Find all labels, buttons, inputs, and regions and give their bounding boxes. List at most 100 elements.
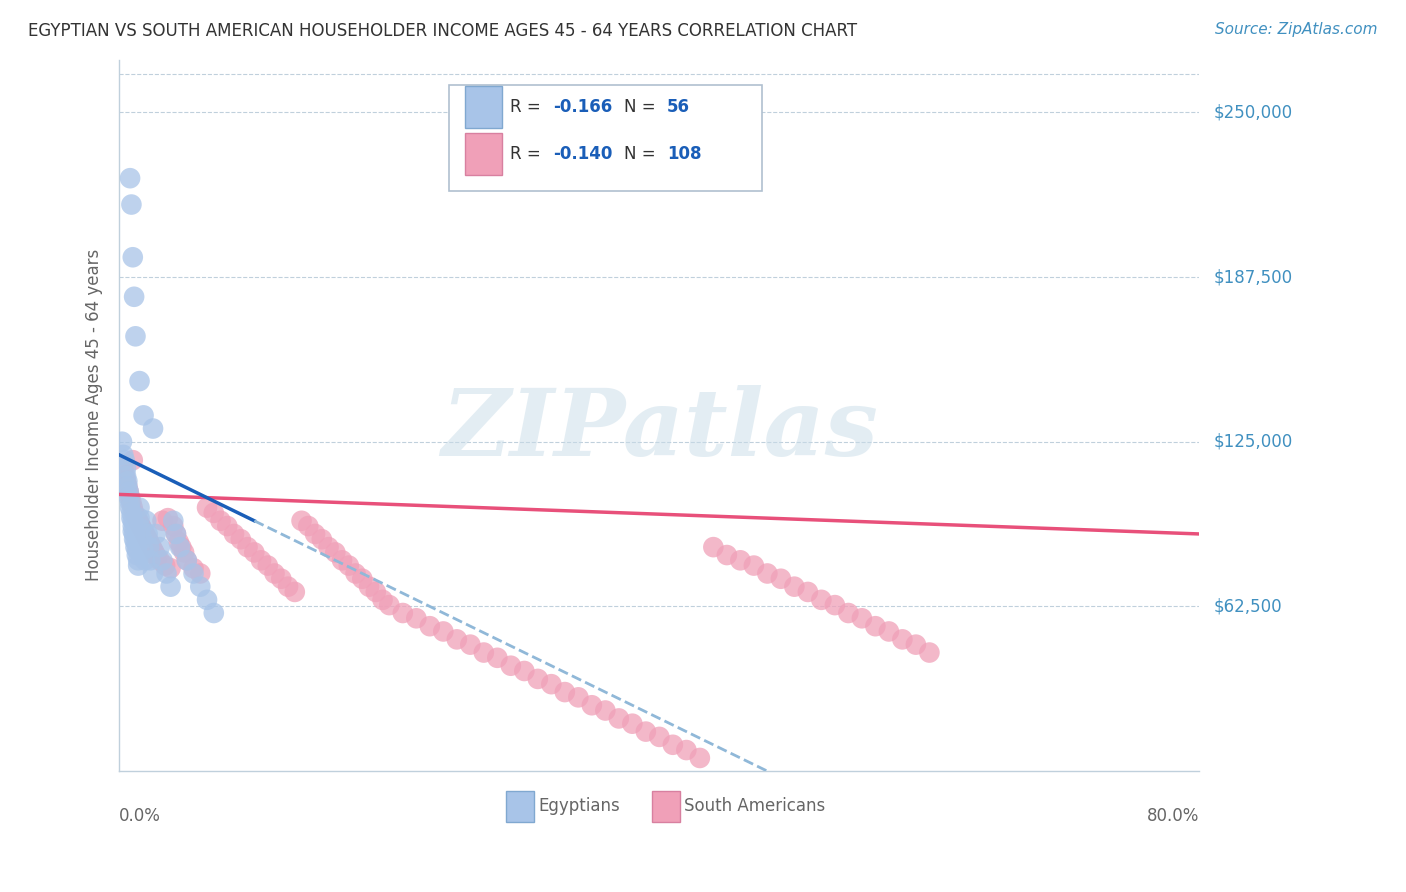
Point (290, 514, 312, 528)
Point (202, 606, 225, 620)
Point (149, 553, 172, 567)
Point (143, 545, 166, 559)
Point (797, 585, 820, 599)
Point (170, 540, 193, 554)
Text: 80.0%: 80.0% (1147, 806, 1199, 825)
Point (405, 611, 427, 625)
Point (122, 533, 145, 547)
Point (344, 566, 367, 581)
FancyBboxPatch shape (506, 791, 534, 822)
Point (176, 553, 198, 567)
Point (122, 506, 145, 520)
Point (129, 519, 152, 533)
Point (122, 290, 145, 304)
Point (419, 619, 441, 633)
Point (222, 527, 245, 541)
Point (217, 519, 239, 533)
Text: N =: N = (624, 145, 661, 163)
Point (499, 658, 522, 673)
Point (152, 553, 174, 567)
Point (120, 197, 142, 211)
Point (132, 524, 155, 539)
Point (607, 711, 630, 725)
Point (125, 511, 148, 525)
Point (357, 580, 380, 594)
Point (117, 479, 139, 493)
Point (330, 553, 353, 567)
Point (256, 558, 278, 573)
Point (837, 606, 859, 620)
Point (117, 475, 139, 489)
Point (141, 540, 163, 554)
Point (112, 461, 135, 475)
Point (121, 519, 143, 533)
Point (446, 632, 468, 647)
Point (337, 558, 360, 573)
Point (277, 580, 299, 594)
Point (131, 533, 153, 547)
Point (263, 566, 285, 581)
Point (153, 558, 176, 573)
Point (131, 522, 153, 536)
Point (877, 624, 900, 639)
Point (891, 632, 914, 647)
Point (323, 545, 346, 559)
Point (304, 527, 326, 541)
Point (127, 553, 149, 567)
Point (165, 527, 187, 541)
Point (167, 534, 190, 549)
Text: ZIPatlas: ZIPatlas (441, 384, 877, 475)
Point (128, 511, 150, 525)
Point (135, 514, 157, 528)
Point (136, 527, 159, 541)
Text: $250,000: $250,000 (1213, 103, 1292, 121)
Point (125, 542, 148, 557)
Point (121, 250, 143, 264)
Point (527, 672, 550, 686)
Point (146, 550, 169, 565)
Point (125, 548, 148, 562)
Point (621, 716, 644, 731)
Point (138, 540, 160, 554)
Point (139, 553, 162, 567)
Point (114, 469, 136, 483)
Point (783, 580, 806, 594)
Point (742, 558, 765, 573)
Point (662, 738, 685, 752)
Point (554, 685, 576, 699)
Point (634, 724, 657, 739)
Point (162, 519, 184, 533)
Point (138, 534, 160, 549)
Point (124, 534, 146, 549)
Point (371, 592, 394, 607)
Point (689, 751, 711, 765)
Text: $125,000: $125,000 (1213, 433, 1292, 450)
Point (432, 624, 454, 639)
Text: 0.0%: 0.0% (120, 806, 162, 825)
Point (270, 572, 292, 586)
Point (176, 553, 198, 567)
Point (120, 511, 142, 525)
Text: R =: R = (510, 145, 547, 163)
Point (122, 527, 145, 541)
Point (236, 540, 259, 554)
Point (173, 545, 195, 559)
Point (149, 540, 172, 554)
Point (378, 598, 401, 612)
Point (118, 484, 141, 499)
Point (702, 540, 724, 554)
Point (134, 553, 156, 567)
Text: EGYPTIAN VS SOUTH AMERICAN HOUSEHOLDER INCOME AGES 45 - 64 YEARS CORRELATION CHA: EGYPTIAN VS SOUTH AMERICAN HOUSEHOLDER I… (28, 22, 858, 40)
Point (120, 500, 142, 515)
Point (127, 514, 149, 528)
Point (121, 524, 143, 539)
Point (121, 453, 143, 467)
Point (156, 511, 179, 525)
Text: -0.166: -0.166 (554, 98, 613, 117)
Point (188, 566, 211, 581)
Point (124, 329, 146, 343)
Point (318, 540, 340, 554)
Point (120, 495, 142, 509)
Point (202, 506, 225, 520)
Point (209, 514, 232, 528)
